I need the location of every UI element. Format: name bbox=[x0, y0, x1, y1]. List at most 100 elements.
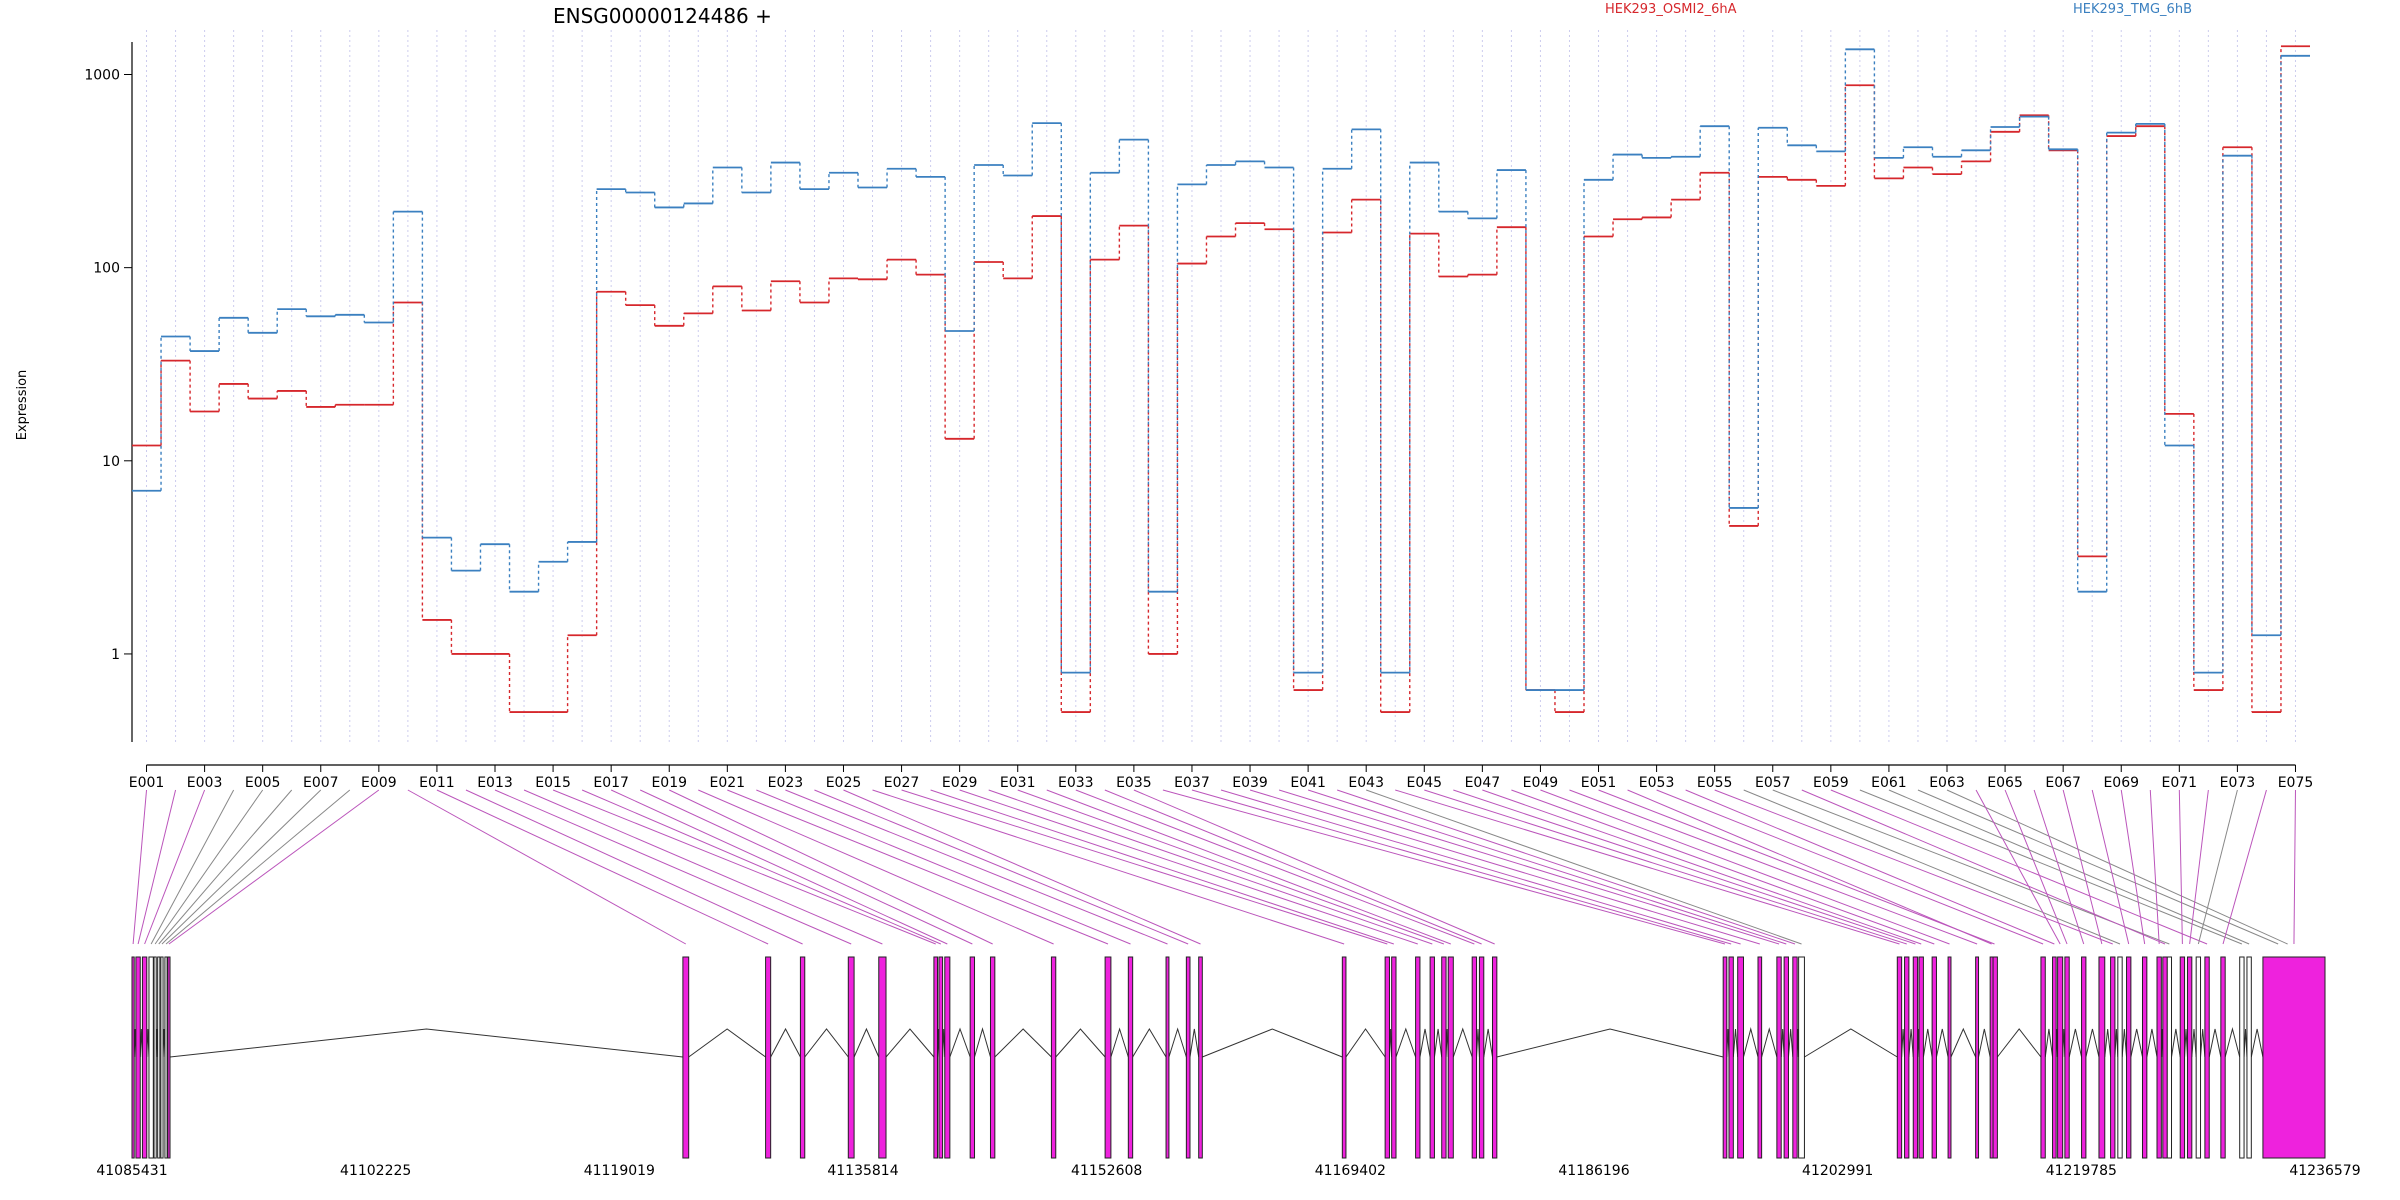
exon-connector bbox=[814, 789, 1189, 945]
exon-connector bbox=[137, 789, 177, 945]
exon-connector bbox=[1278, 789, 1780, 945]
exon-box bbox=[2162, 956, 2168, 1159]
exon-box bbox=[1918, 956, 1924, 1159]
exon-connector bbox=[1046, 789, 1451, 945]
x-tick-label: E051 bbox=[1581, 775, 1617, 791]
y-tick-label: 1000 bbox=[84, 68, 120, 84]
exon-connector bbox=[1366, 789, 1802, 945]
exon-connector bbox=[158, 789, 293, 945]
intron-line bbox=[2121, 1028, 2128, 1058]
exon-connector bbox=[150, 789, 235, 945]
x-tick-label: E033 bbox=[1058, 775, 1094, 791]
exon-connector bbox=[1917, 789, 2279, 945]
intron-line bbox=[974, 1027, 991, 1058]
exon-connector bbox=[1801, 789, 2166, 945]
intron-line bbox=[1202, 1028, 1343, 1058]
exon-box bbox=[1947, 956, 1952, 1159]
exon-box bbox=[1384, 956, 1390, 1159]
exon-box bbox=[765, 956, 772, 1159]
exon-box bbox=[1776, 956, 1782, 1159]
x-tick-label: E017 bbox=[593, 775, 629, 791]
intron-line bbox=[1496, 1028, 1724, 1058]
coordinate-label: 41219785 bbox=[2046, 1163, 2117, 1179]
coordinate-label: 41135814 bbox=[827, 1163, 898, 1179]
intron-line bbox=[1908, 1028, 1914, 1058]
exon-box bbox=[938, 956, 944, 1159]
intron-line bbox=[169, 1028, 683, 1058]
exon-box bbox=[1429, 956, 1435, 1159]
x-tick-label: E065 bbox=[1987, 775, 2023, 791]
exon-connector bbox=[639, 789, 973, 945]
x-tick-label: E069 bbox=[2103, 775, 2139, 791]
exon-connector bbox=[1104, 789, 1482, 945]
exon-box bbox=[1391, 956, 1397, 1159]
exon-connector bbox=[901, 789, 1388, 945]
exon-box bbox=[2179, 956, 2186, 1159]
exon-box bbox=[1165, 956, 1170, 1159]
exon-box bbox=[1478, 956, 1485, 1159]
legend-label-tmg: HEK293_TMG_6hB bbox=[2073, 2, 2192, 17]
exon-box bbox=[1792, 956, 1798, 1159]
exon-box bbox=[2081, 956, 2087, 1159]
exon-connector bbox=[1017, 789, 1445, 945]
exon-box bbox=[2052, 956, 2057, 1159]
exon-connector bbox=[2197, 789, 2238, 945]
x-tick-label: E007 bbox=[303, 775, 339, 791]
intron-line bbox=[1997, 1028, 2042, 1058]
exon-box bbox=[1783, 956, 1789, 1159]
exon-connector bbox=[161, 789, 322, 945]
exon-box bbox=[1798, 956, 1805, 1159]
exon-connector bbox=[1220, 789, 1741, 945]
x-tick-label: E031 bbox=[1000, 775, 1036, 791]
exon-box bbox=[2110, 956, 2116, 1159]
exon-connector bbox=[959, 789, 1418, 945]
exon-box bbox=[2057, 956, 2064, 1159]
exon-box bbox=[878, 956, 887, 1159]
intron-line bbox=[2068, 1028, 2083, 1058]
exon-connector bbox=[1598, 789, 1995, 945]
exon-connector bbox=[1395, 789, 1900, 945]
exon-connector bbox=[1569, 789, 1978, 945]
exon-connector bbox=[872, 789, 1345, 945]
x-tick-label: E023 bbox=[768, 775, 804, 791]
coordinate-label: 41202991 bbox=[1802, 1163, 1873, 1179]
exon-box bbox=[2040, 956, 2046, 1159]
exon-box bbox=[2239, 956, 2245, 1159]
exon-box bbox=[160, 956, 164, 1159]
y-tick-label: 1 bbox=[111, 647, 120, 663]
intron-line bbox=[2250, 1028, 2264, 1058]
exon-box bbox=[1896, 956, 1903, 1159]
exon-box bbox=[969, 956, 976, 1159]
exon-box bbox=[1441, 956, 1447, 1159]
exon-box bbox=[933, 956, 939, 1159]
intron-line bbox=[1055, 1028, 1106, 1058]
exon-box bbox=[1471, 956, 1478, 1159]
exon-connector bbox=[1453, 789, 1916, 945]
x-tick-label: E071 bbox=[2162, 775, 2198, 791]
exon-connector bbox=[2033, 789, 2085, 945]
exon-connector bbox=[988, 789, 1433, 945]
exon-box bbox=[135, 956, 141, 1159]
exon-box bbox=[1415, 956, 1421, 1159]
exon-box bbox=[1104, 956, 1112, 1159]
exon-box bbox=[1728, 956, 1734, 1159]
coordinate-label: 41169402 bbox=[1315, 1163, 1386, 1179]
chart-title: ENSG00000124486 + bbox=[553, 4, 772, 28]
exon-box bbox=[1447, 956, 1454, 1159]
intron-line bbox=[994, 1028, 1052, 1058]
exon-box bbox=[1198, 956, 1203, 1159]
exon-box bbox=[1722, 956, 1728, 1159]
intron-line bbox=[2104, 1028, 2112, 1058]
exon-connector bbox=[1540, 789, 1950, 945]
exon-box bbox=[989, 956, 996, 1159]
exon-box bbox=[1341, 956, 1347, 1159]
intron-line bbox=[1168, 1027, 1187, 1058]
x-tick-label: E061 bbox=[1871, 775, 1907, 791]
exon-box bbox=[2098, 956, 2106, 1159]
exon-connector bbox=[407, 789, 687, 945]
exon-box bbox=[131, 956, 135, 1159]
exon-connector bbox=[1627, 789, 1992, 945]
intron-line bbox=[804, 1028, 849, 1058]
x-tick-label: E075 bbox=[2278, 775, 2314, 791]
